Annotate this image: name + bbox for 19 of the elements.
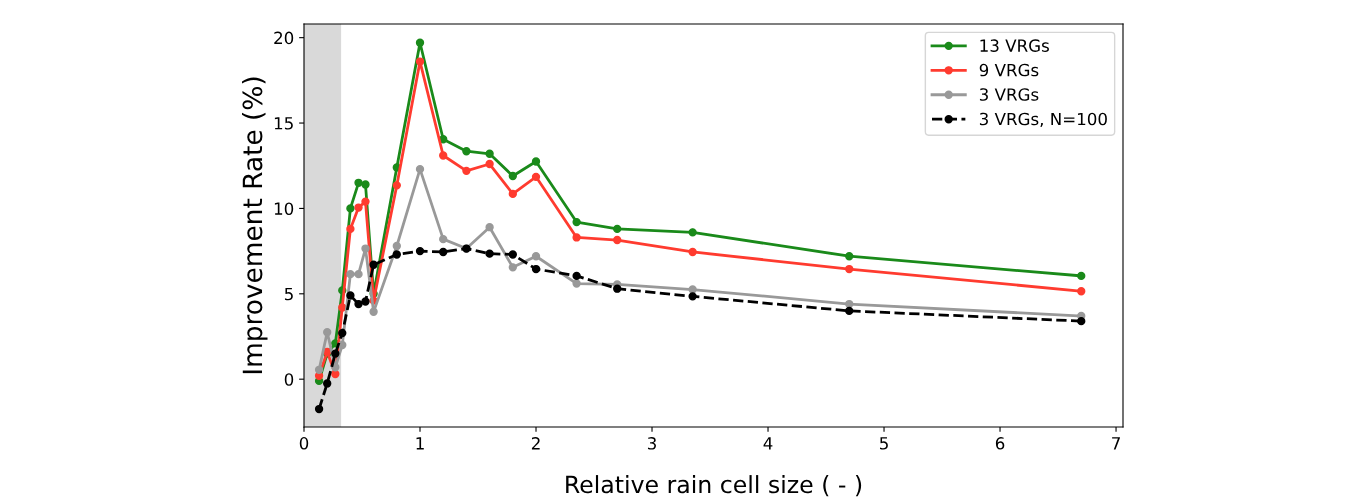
legend-label: 9 VRGs — [979, 63, 1039, 77]
x-tick-label: 7 — [1112, 437, 1120, 450]
x-tick-label: 4 — [763, 437, 773, 450]
y-tick-label: 15 — [274, 117, 293, 130]
y-tick-label: 5 — [284, 287, 293, 301]
x-tick-label: 6 — [995, 437, 1005, 450]
x-tick-label: 3 — [647, 437, 656, 450]
x-tick-label: 1 — [416, 437, 424, 450]
y-axis-title: Improvement Rate (%) — [242, 77, 268, 374]
legend-label: 3 VRGs — [979, 88, 1039, 101]
x-tick-label: 0 — [299, 437, 309, 450]
y-tick-label: 20 — [274, 31, 294, 45]
legend-label: 13 VRGs — [980, 39, 1049, 52]
x-tick-label: 5 — [880, 437, 888, 450]
y-tick-label: 10 — [274, 202, 294, 215]
y-tick-label: 0 — [284, 373, 294, 386]
legend-label: 3 VRGs, N=100 — [979, 112, 1107, 127]
x-axis-title: Relative rain cell size ( - ) — [566, 475, 862, 497]
x-tick-label: 2 — [531, 437, 540, 450]
